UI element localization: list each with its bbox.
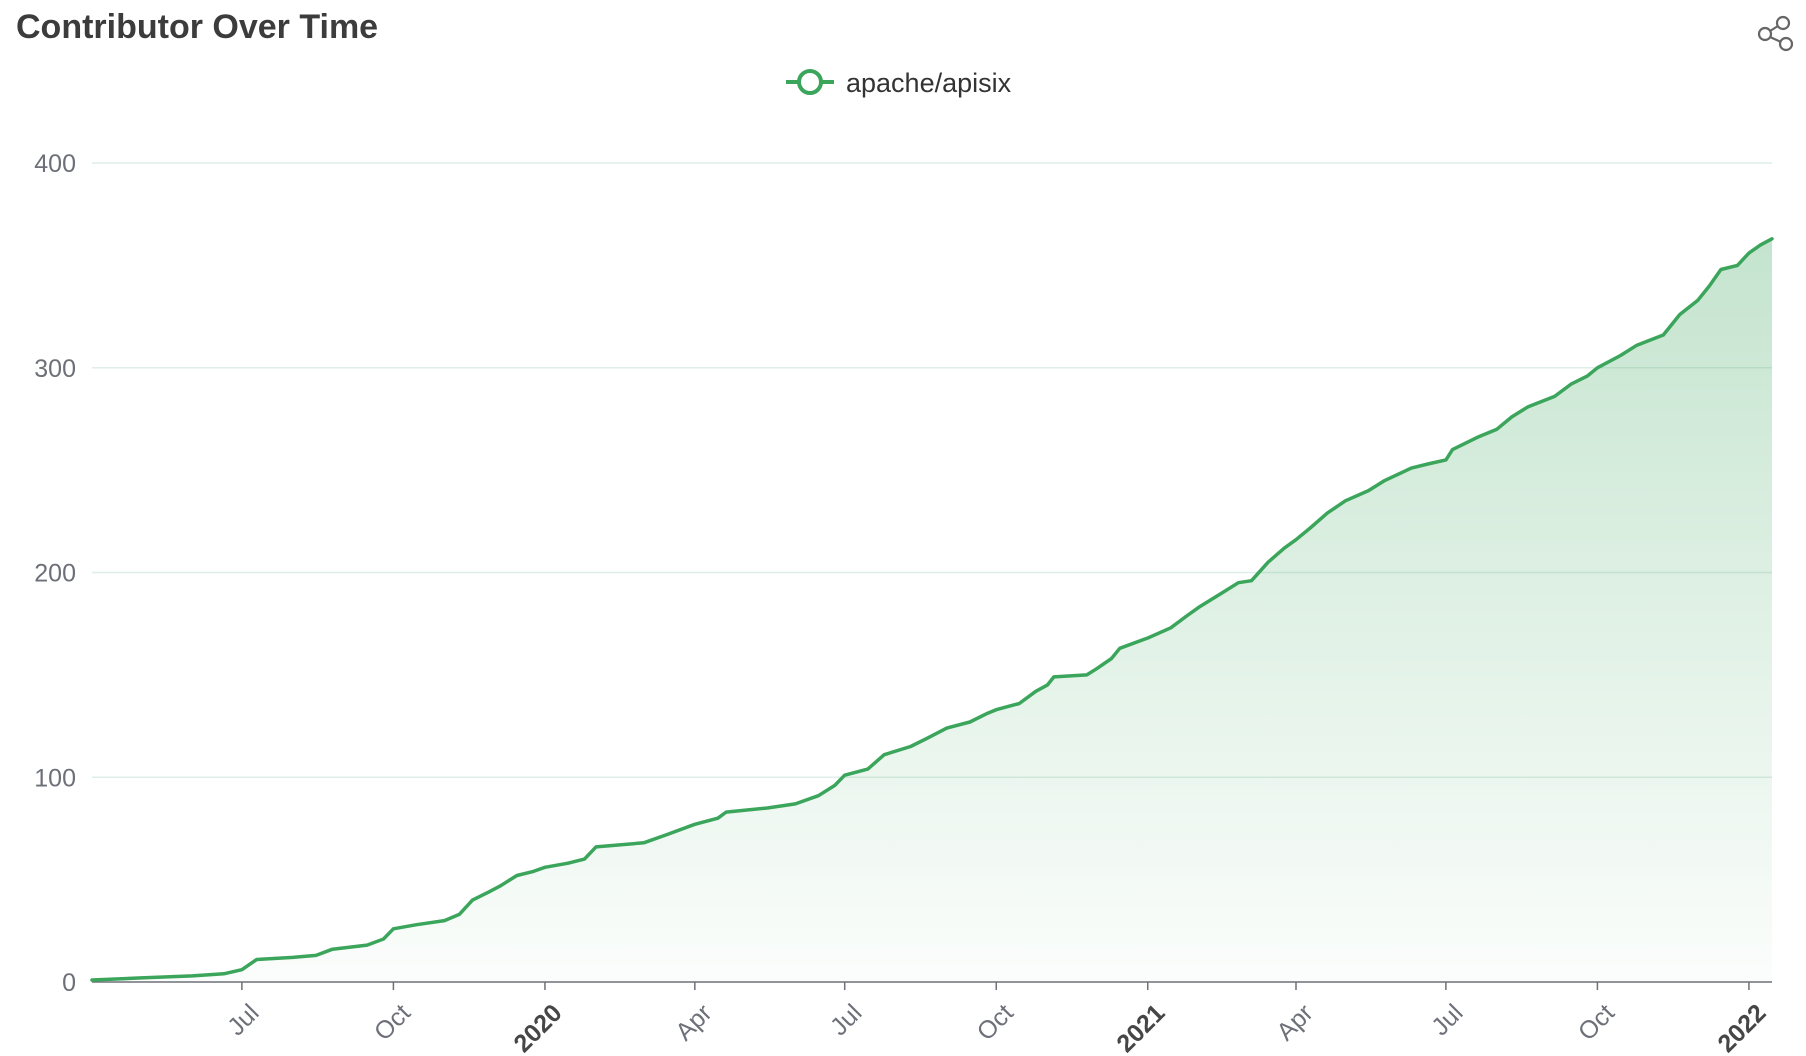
y-tick-label: 100 (34, 764, 76, 792)
y-tick-label: 0 (62, 969, 76, 997)
x-tick-label: Apr (1271, 999, 1318, 1046)
y-tick-label: 300 (34, 355, 76, 383)
x-tick-label: Jul (1426, 999, 1468, 1041)
share-icon (1757, 15, 1794, 52)
y-tick-label: 200 (34, 560, 76, 588)
x-tick-label: Oct (972, 999, 1019, 1046)
x-tick-label: Oct (1573, 999, 1620, 1046)
x-tick-label: Jul (825, 999, 867, 1041)
x-tick-label: Oct (369, 999, 416, 1046)
chart-title: Contributor Over Time (16, 8, 379, 46)
x-tick-label: 2020 (508, 999, 567, 1056)
share-button[interactable] (1756, 14, 1796, 54)
x-tick-label: Apr (670, 999, 717, 1046)
x-axis: Jul Oct 2020 Apr Jul Oct 2021 Apr Jul Oct 2022 (92, 981, 1772, 1056)
x-tick-label: Jul (222, 999, 264, 1041)
series-line[interactable] (90, 237, 1774, 982)
legend-marker-icon (797, 69, 823, 95)
series-area (92, 238, 1772, 983)
y-axis: 0 100 200 300 400 (34, 150, 76, 997)
x-tick-label: 2022 (1712, 999, 1771, 1056)
y-tick-label: 400 (34, 150, 76, 178)
legend-label: apache/apisix (846, 68, 1012, 98)
x-tick-label: 2021 (1111, 999, 1170, 1056)
legend[interactable]: apache/apisix (786, 68, 1012, 98)
series-apache-apisix[interactable] (90, 237, 1774, 983)
